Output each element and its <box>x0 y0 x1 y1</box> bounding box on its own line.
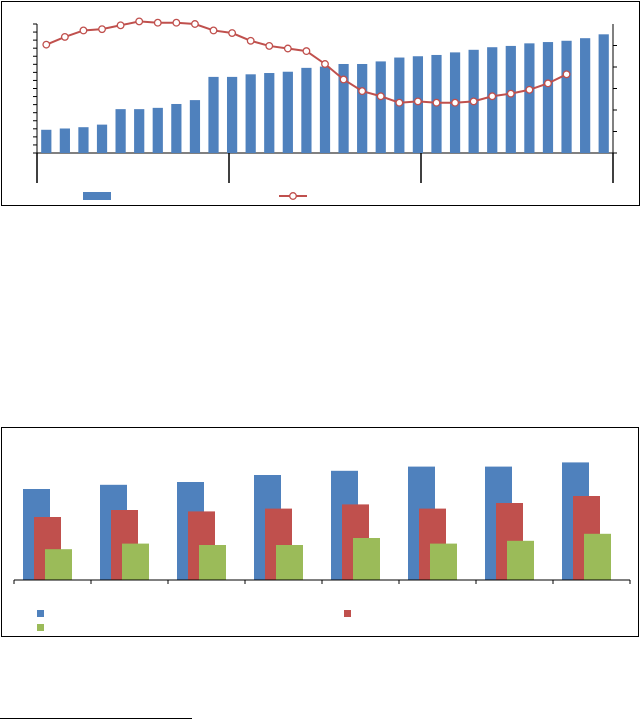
bar <box>171 103 182 153</box>
bar-series-green <box>353 538 380 580</box>
legend-swatch-marker <box>289 192 297 200</box>
line-marker <box>246 36 255 45</box>
bar-series-green <box>276 545 303 580</box>
bar <box>96 124 108 153</box>
line-marker <box>525 85 534 94</box>
bar <box>580 38 591 153</box>
chart-2-svg <box>13 462 631 631</box>
line-marker <box>172 18 181 27</box>
line-marker <box>506 89 515 98</box>
bar <box>208 76 219 153</box>
bar <box>41 129 52 153</box>
footnote-separator <box>0 718 192 719</box>
line-marker <box>60 32 69 41</box>
bar <box>134 109 145 153</box>
bar <box>226 76 238 153</box>
bar <box>319 66 331 153</box>
line-marker <box>153 18 162 27</box>
line-marker <box>135 17 144 26</box>
line-marker <box>358 87 367 96</box>
bar <box>78 127 89 153</box>
line-marker <box>544 79 552 88</box>
line-marker <box>228 29 237 37</box>
bar-series-green <box>430 543 457 580</box>
bar <box>357 63 368 153</box>
bar <box>505 45 516 153</box>
line-marker <box>395 98 404 107</box>
line-marker <box>562 70 571 79</box>
legend-swatch-blue <box>37 610 44 617</box>
line-marker <box>432 98 441 107</box>
chart-1-container <box>1 1 640 206</box>
line-marker <box>79 26 88 35</box>
legend-swatch-green <box>37 624 44 631</box>
bar <box>115 109 126 153</box>
bar <box>245 74 256 153</box>
line-marker <box>283 44 292 53</box>
line-marker <box>451 98 460 107</box>
line-marker <box>339 75 348 84</box>
bar-series-green <box>584 533 611 580</box>
bar <box>542 42 554 154</box>
line-marker <box>302 47 311 56</box>
bar <box>59 128 70 153</box>
bar-series-green <box>45 549 72 580</box>
chart-2-container <box>1 427 639 637</box>
bar <box>189 100 201 153</box>
line-marker <box>488 92 497 101</box>
legend-swatch-red <box>344 610 351 617</box>
chart-1-svg <box>33 17 617 200</box>
line-marker <box>413 97 422 106</box>
line-marker <box>321 60 329 68</box>
line-marker <box>116 21 125 30</box>
bar <box>561 40 572 153</box>
line-marker <box>42 40 51 49</box>
bar-series-green <box>507 540 534 580</box>
line-marker <box>98 25 106 34</box>
bar <box>524 43 535 153</box>
bar <box>301 67 312 153</box>
legend-swatch-bars <box>83 192 111 200</box>
bar-series-green <box>122 543 149 580</box>
line-marker <box>469 97 478 106</box>
line-marker <box>190 20 199 28</box>
bar <box>152 107 163 153</box>
bar <box>598 34 609 153</box>
line-marker <box>265 41 274 50</box>
line-marker <box>376 92 385 101</box>
bar <box>375 61 386 153</box>
bar <box>338 63 349 153</box>
bar <box>282 71 293 153</box>
bar <box>264 73 275 153</box>
bar-series-green <box>199 545 226 580</box>
line-marker <box>209 26 218 35</box>
